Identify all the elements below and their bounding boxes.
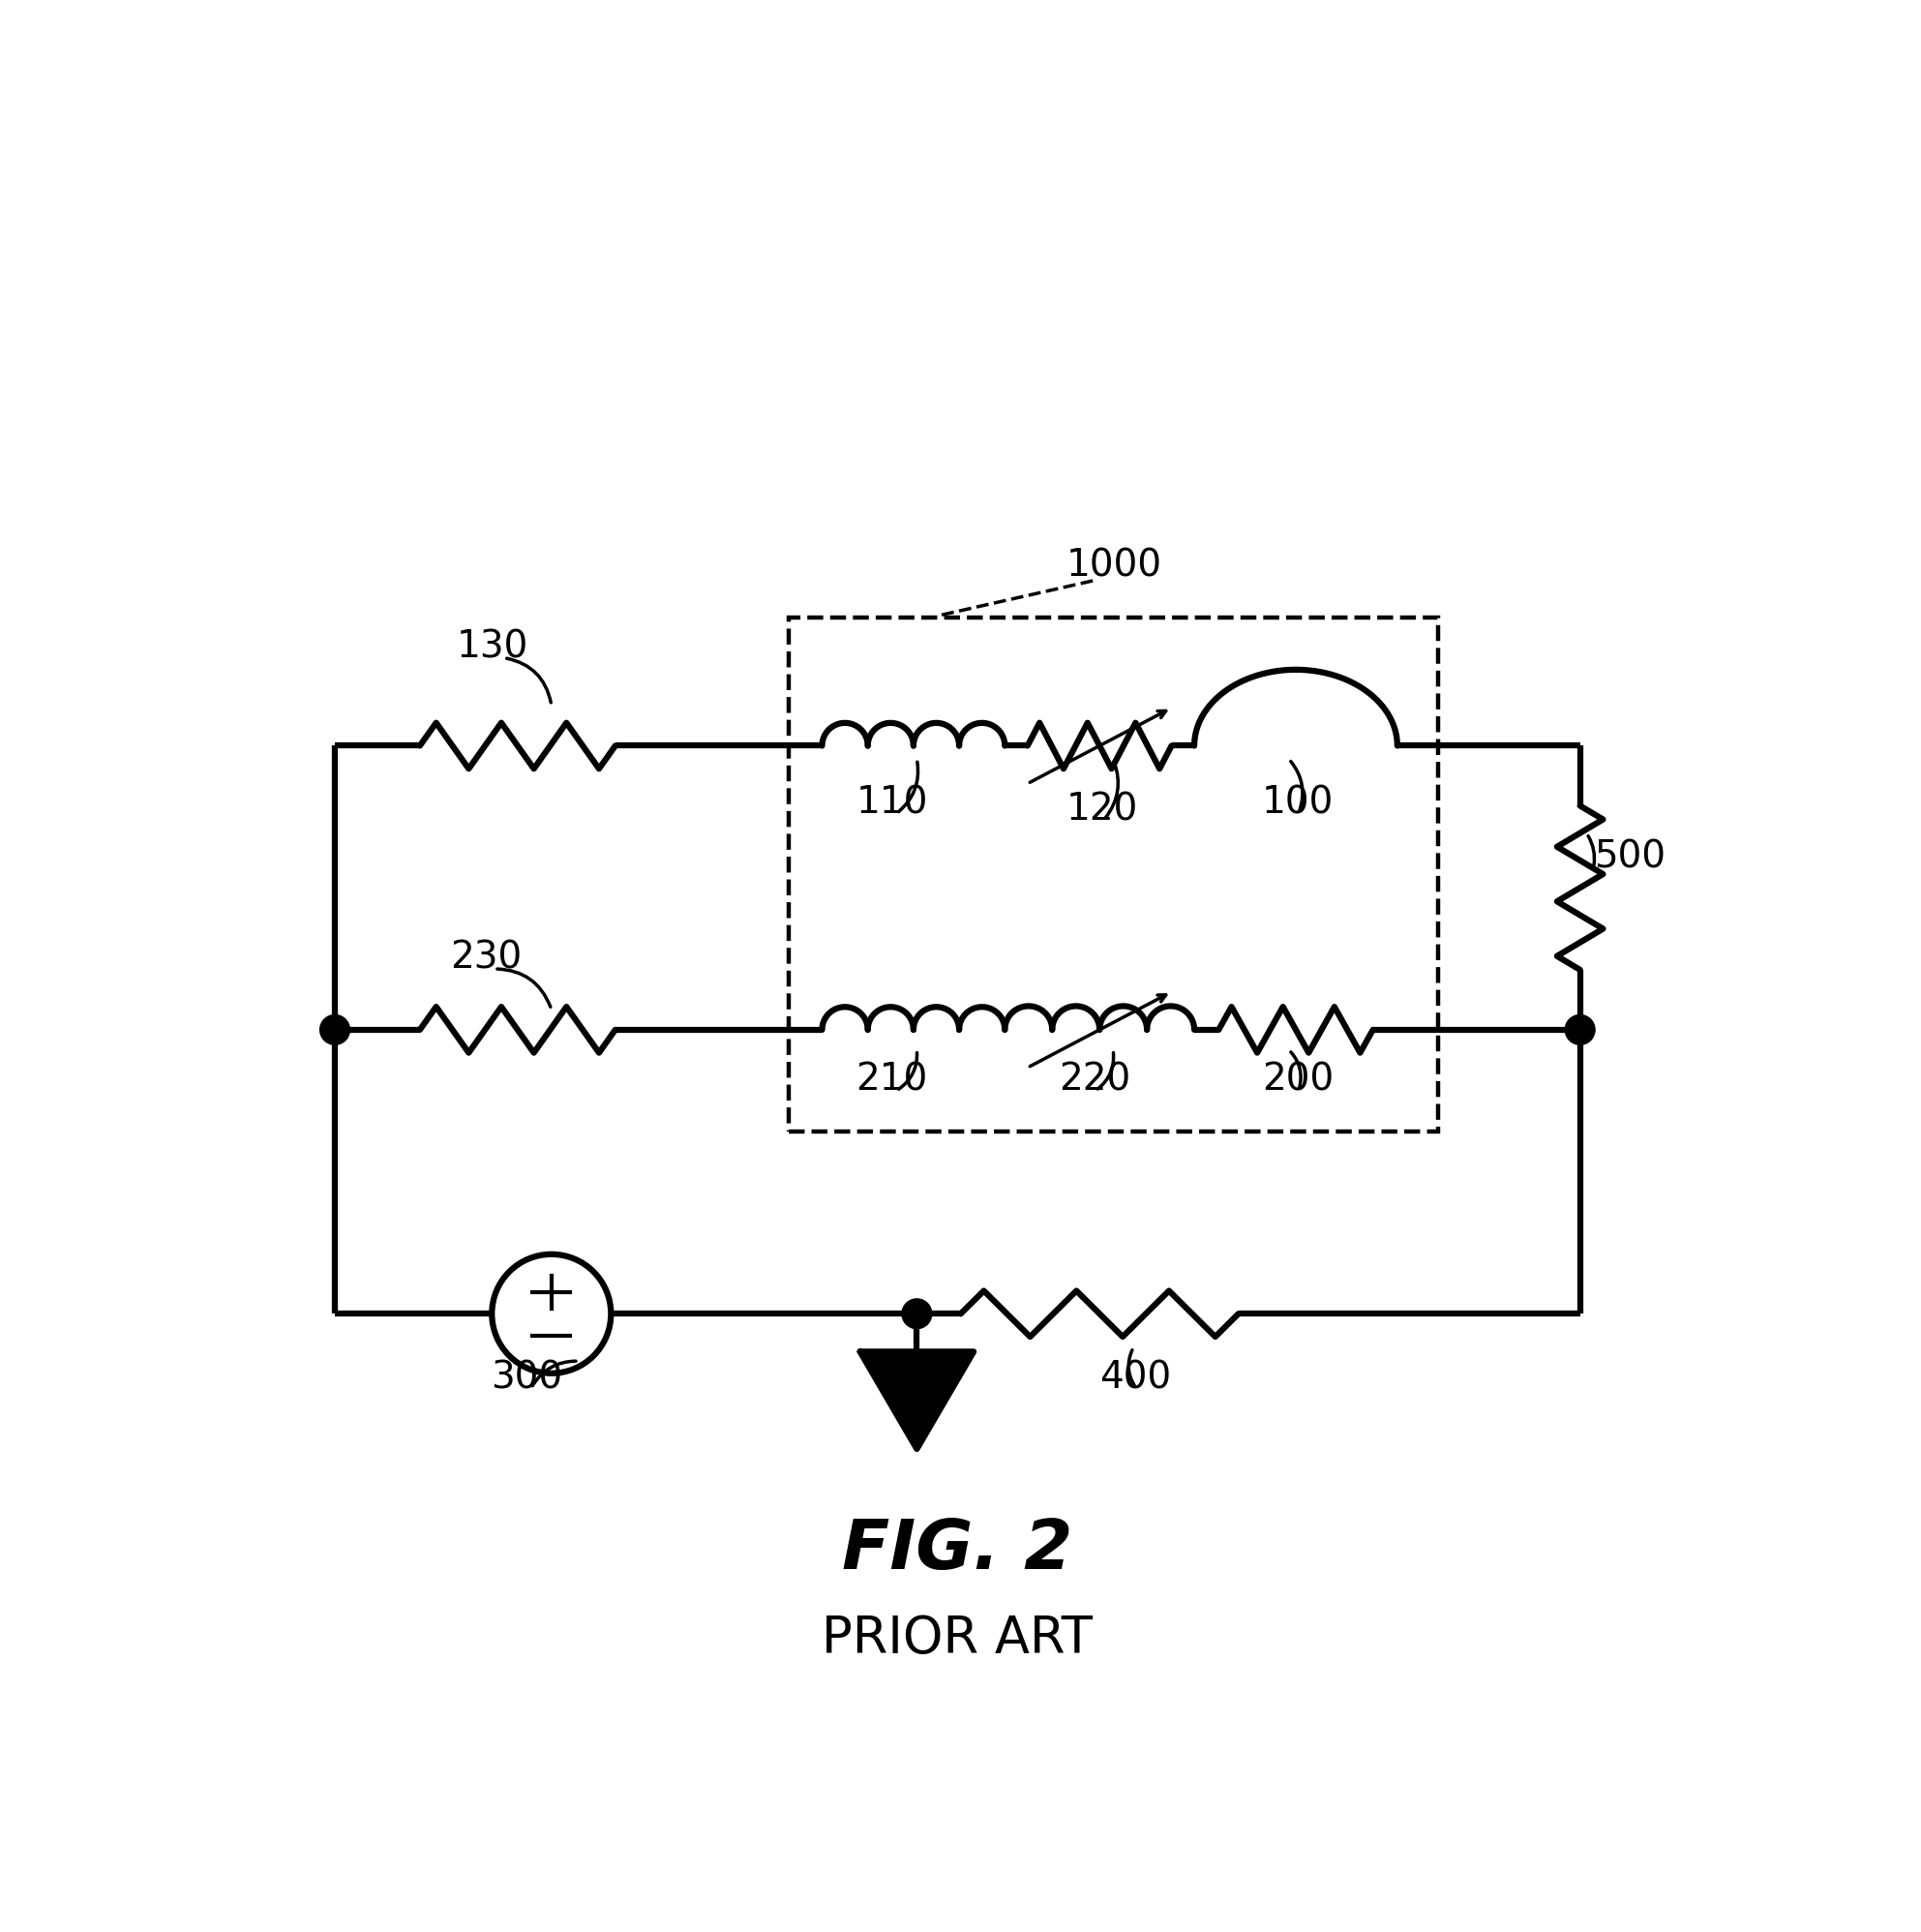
- Bar: [788, 618, 1439, 1132]
- Text: 200: 200: [1262, 1061, 1333, 1099]
- Circle shape: [321, 1014, 350, 1045]
- Text: 210: 210: [857, 1061, 928, 1099]
- Text: 100: 100: [1262, 784, 1333, 821]
- Text: 230: 230: [450, 939, 523, 978]
- Text: 220: 220: [1058, 1061, 1131, 1099]
- Text: 110: 110: [857, 784, 928, 821]
- Text: 1000: 1000: [1066, 547, 1162, 585]
- Text: 400: 400: [1099, 1358, 1172, 1397]
- Text: 120: 120: [1066, 790, 1137, 829]
- Text: 130: 130: [457, 628, 528, 667]
- Circle shape: [903, 1298, 932, 1329]
- Text: 500: 500: [1594, 838, 1666, 875]
- Text: FIG. 2: FIG. 2: [841, 1517, 1072, 1584]
- Text: PRIOR ART: PRIOR ART: [822, 1613, 1093, 1663]
- Polygon shape: [861, 1352, 974, 1449]
- Text: 300: 300: [490, 1358, 563, 1397]
- Circle shape: [1566, 1014, 1594, 1045]
